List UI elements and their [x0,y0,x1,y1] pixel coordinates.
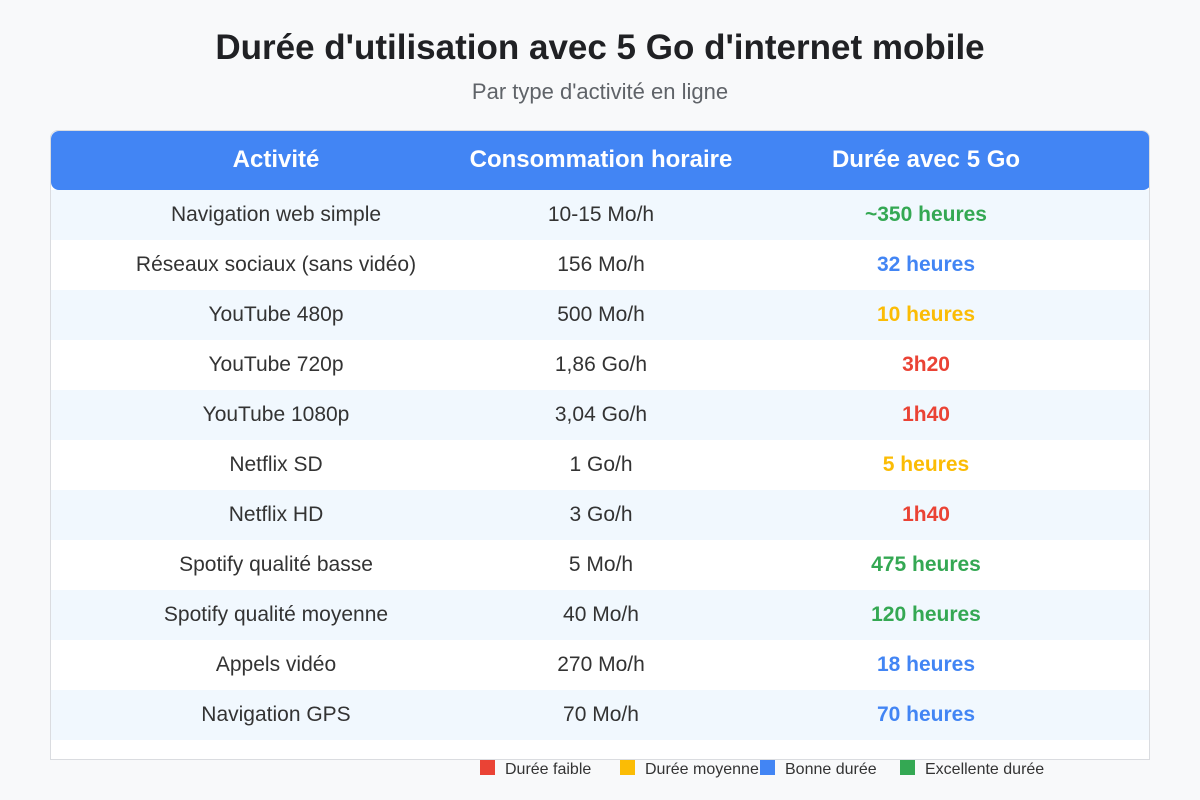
table-row: Netflix SD 1 Go/h 5 heures [51,440,1149,490]
table-row: Navigation GPS 70 Mo/h 70 heures [51,690,1149,740]
cell-consumption: 70 Mo/h [563,703,639,726]
table-row: Spotify qualité basse 5 Mo/h 475 heures [51,540,1149,590]
cell-duration: 3h20 [902,353,950,376]
header-activity: Activité [232,146,320,173]
cell-activity: Spotify qualité moyenne [163,603,389,626]
page-subtitle: Par type d'activité en ligne [471,79,729,104]
cell-consumption: 1 Go/h [569,453,633,476]
cell-activity: Netflix SD [229,453,323,476]
cell-consumption: 40 Mo/h [563,603,639,626]
table-row: YouTube 480p 500 Mo/h 10 heures [51,290,1149,340]
table-row: YouTube 1080p 3,04 Go/h 1h40 [51,390,1149,440]
table-row: Navigation web simple 10-15 Mo/h ~350 heur… [51,190,1149,240]
table-row: Netflix HD 3 Go/h 1h40 [51,490,1149,540]
cell-consumption: 156 Mo/h [557,253,645,276]
cell-consumption: 3 Go/h [569,503,633,526]
cell-activity: YouTube 1080p [202,403,350,426]
cell-consumption: 1,86 Go/h [554,353,648,376]
legend-label: Durée faible [505,761,592,778]
table-row: YouTube 720p 1,86 Go/h 3h20 [51,340,1149,390]
usage-table: Activité Consommation horaire Durée avec… [50,130,1150,760]
legend-swatch [480,760,495,775]
cell-activity: Réseaux sociaux (sans vidéo) [135,253,417,276]
cell-activity: YouTube 720p [208,353,344,376]
table-header: Activité Consommation horaire Durée avec… [51,131,1149,190]
page-title: Durée d'utilisation avec 5 Go d'internet… [215,28,985,67]
cell-consumption: 10-15 Mo/h [547,203,655,226]
cell-duration: 5 heures [882,453,970,476]
cell-duration: 10 heures [876,303,976,326]
table-row: Réseaux sociaux (sans vidéo) 156 Mo/h 32 h… [51,240,1149,290]
cell-duration: ~350 heures [864,203,987,226]
legend-label: Durée moyenne [645,761,759,778]
cell-consumption: 5 Mo/h [568,553,634,576]
cell-consumption: 3,04 Go/h [554,403,648,426]
cell-duration: 1h40 [902,503,950,526]
cell-activity: Netflix HD [228,503,324,526]
cell-activity: YouTube 480p [208,303,344,326]
cell-duration: 120 heures [871,603,981,626]
cell-duration: 70 heures [876,703,976,726]
table-row: Appels vidéo 270 Mo/h 18 heures [51,640,1149,690]
cell-activity: Appels vidéo [215,653,337,676]
cell-duration: 475 heures [871,553,981,576]
header-consumption: Consommation horaire [469,146,733,173]
cell-consumption: 500 Mo/h [557,303,645,326]
cell-duration: 32 heures [876,253,976,276]
table-row: Spotify qualité moyenne 40 Mo/h 120 heures [51,590,1149,640]
cell-activity: Navigation GPS [201,703,351,726]
legend-label: Excellente durée [925,761,1045,778]
header-duration: Durée avec 5 Go [831,146,1021,173]
table-body: Navigation web simple 10-15 Mo/h ~350 heur… [51,190,1149,740]
cell-consumption: 270 Mo/h [557,653,645,676]
legend-swatch [900,760,915,775]
legend-swatch [620,760,635,775]
cell-duration: 1h40 [902,403,950,426]
cell-activity: Navigation web simple [170,203,382,226]
cell-activity: Spotify qualité basse [179,553,373,576]
cell-duration: 18 heures [876,653,976,676]
legend-swatch [760,760,775,775]
legend: Durée faible Durée moyenne Bonne durée Exce… [0,760,1200,784]
legend-label: Bonne durée [785,761,877,778]
